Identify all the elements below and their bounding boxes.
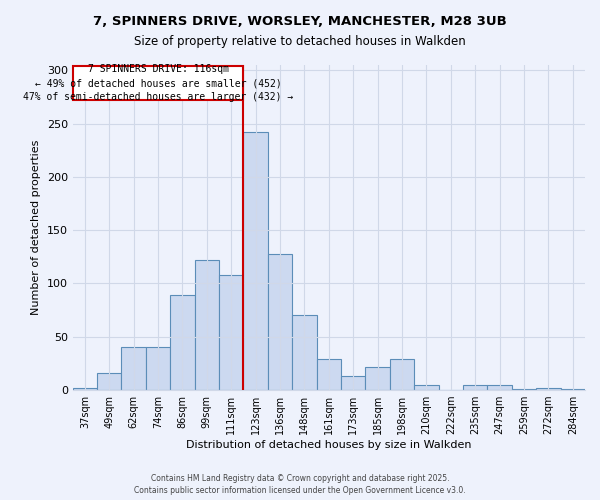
Bar xyxy=(463,385,487,390)
Bar xyxy=(292,316,317,390)
Text: 7, SPINNERS DRIVE, WORSLEY, MANCHESTER, M28 3UB: 7, SPINNERS DRIVE, WORSLEY, MANCHESTER, … xyxy=(93,15,507,28)
Text: 7 SPINNERS DRIVE: 116sqm
← 49% of detached houses are smaller (452)
47% of semi-: 7 SPINNERS DRIVE: 116sqm ← 49% of detach… xyxy=(23,64,293,102)
Bar xyxy=(536,388,560,390)
Text: Size of property relative to detached houses in Walkden: Size of property relative to detached ho… xyxy=(134,35,466,48)
Bar xyxy=(560,389,585,390)
Bar xyxy=(487,385,512,390)
Bar xyxy=(219,275,244,390)
Bar xyxy=(341,376,365,390)
Bar xyxy=(365,366,390,390)
Bar xyxy=(268,254,292,390)
Bar xyxy=(170,295,194,390)
FancyBboxPatch shape xyxy=(73,66,244,100)
Bar xyxy=(97,373,121,390)
Y-axis label: Number of detached properties: Number of detached properties xyxy=(31,140,41,315)
Bar xyxy=(244,132,268,390)
Bar xyxy=(121,348,146,390)
Bar xyxy=(390,359,414,390)
Bar xyxy=(512,389,536,390)
Bar xyxy=(194,260,219,390)
Bar xyxy=(414,385,439,390)
X-axis label: Distribution of detached houses by size in Walkden: Distribution of detached houses by size … xyxy=(186,440,472,450)
Text: Contains HM Land Registry data © Crown copyright and database right 2025.
Contai: Contains HM Land Registry data © Crown c… xyxy=(134,474,466,495)
Bar xyxy=(317,359,341,390)
Bar xyxy=(146,348,170,390)
Bar xyxy=(73,388,97,390)
